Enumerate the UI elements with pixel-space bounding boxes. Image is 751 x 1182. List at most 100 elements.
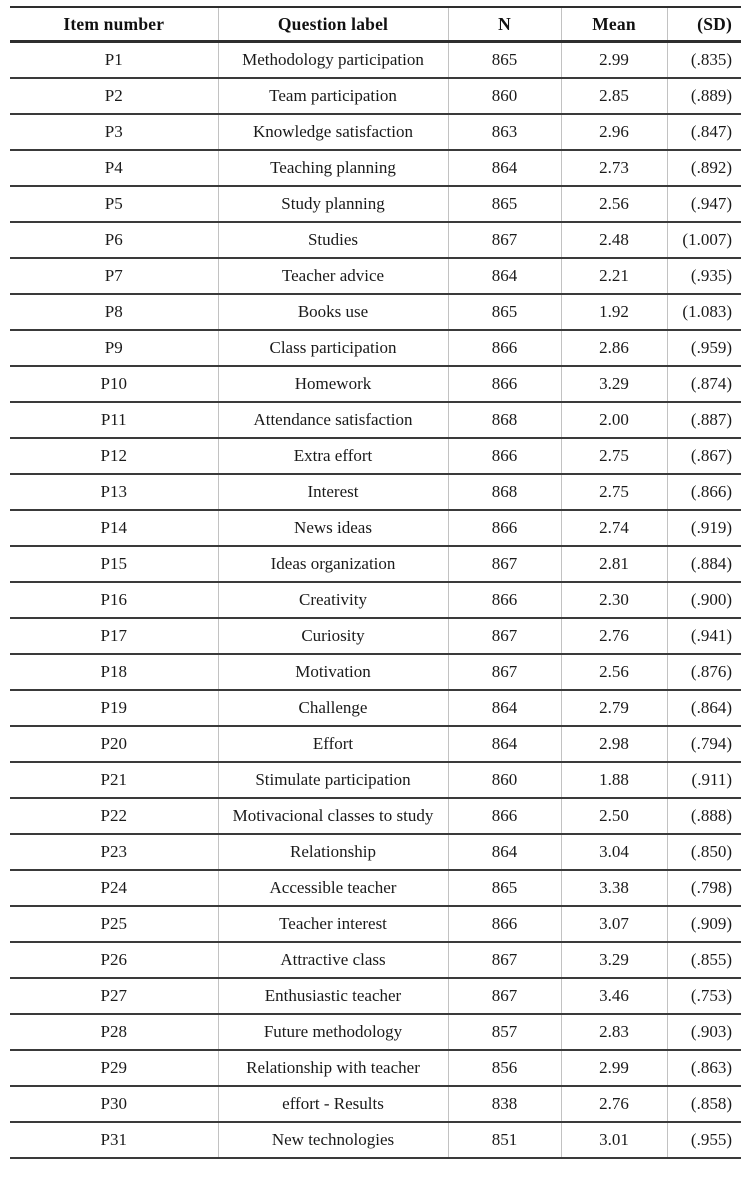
item-number-cell: P11 (10, 402, 219, 439)
mean-cell: 2.96 (561, 114, 668, 151)
question-label-cell: Relationship with teacher (218, 1050, 449, 1087)
table-row: P15 Ideas organization 867 2.81 (.884) (10, 546, 741, 583)
sd-cell: (.959) (667, 330, 741, 367)
table-header: Item number Question label N Mean (SD) (10, 6, 741, 43)
item-number-cell: P1 (10, 41, 219, 79)
table-row: P3 Knowledge satisfaction 863 2.96 (.847… (10, 114, 741, 151)
column-header-question-label: Question label (218, 6, 449, 43)
question-label-cell: Attendance satisfaction (218, 402, 449, 439)
n-cell: 866 (448, 438, 562, 475)
mean-cell: 3.29 (561, 942, 668, 979)
mean-cell: 2.30 (561, 582, 668, 619)
sd-cell: (.874) (667, 366, 741, 403)
sd-cell: (.947) (667, 186, 741, 223)
item-number-cell: P10 (10, 366, 219, 403)
item-number-cell: P8 (10, 294, 219, 331)
mean-cell: 1.92 (561, 294, 668, 331)
mean-cell: 2.56 (561, 654, 668, 691)
table-row: P25 Teacher interest 866 3.07 (.909) (10, 906, 741, 943)
mean-cell: 2.74 (561, 510, 668, 547)
question-label-cell: effort - Results (218, 1086, 449, 1123)
n-cell: 867 (448, 618, 562, 655)
n-cell: 867 (448, 222, 562, 259)
question-label-cell: Teaching planning (218, 150, 449, 187)
table-row: P6 Studies 867 2.48 (1.007) (10, 222, 741, 259)
table-row: P22 Motivacional classes to study 866 2.… (10, 798, 741, 835)
table-row: P1 Methodology participation 865 2.99 (.… (10, 41, 741, 79)
question-label-cell: Enthusiastic teacher (218, 978, 449, 1015)
question-label-cell: News ideas (218, 510, 449, 547)
n-cell: 857 (448, 1014, 562, 1051)
question-label-cell: Motivation (218, 654, 449, 691)
table-row: P13 Interest 868 2.75 (.866) (10, 474, 741, 511)
sd-cell: (.884) (667, 546, 741, 583)
table-row: P26 Attractive class 867 3.29 (.855) (10, 942, 741, 979)
item-number-cell: P28 (10, 1014, 219, 1051)
n-cell: 866 (448, 798, 562, 835)
header-row: Item number Question label N Mean (SD) (10, 6, 741, 43)
mean-cell: 3.04 (561, 834, 668, 871)
mean-cell: 2.75 (561, 438, 668, 475)
column-header-n: N (448, 6, 562, 43)
mean-cell: 1.88 (561, 762, 668, 799)
n-cell: 865 (448, 294, 562, 331)
mean-cell: 3.46 (561, 978, 668, 1015)
item-number-cell: P2 (10, 78, 219, 115)
mean-cell: 2.50 (561, 798, 668, 835)
n-cell: 865 (448, 870, 562, 907)
mean-cell: 3.29 (561, 366, 668, 403)
mean-cell: 2.83 (561, 1014, 668, 1051)
table-row: P18 Motivation 867 2.56 (.876) (10, 654, 741, 691)
n-cell: 868 (448, 474, 562, 511)
n-cell: 866 (448, 330, 562, 367)
n-cell: 851 (448, 1122, 562, 1159)
table-row: P7 Teacher advice 864 2.21 (.935) (10, 258, 741, 295)
question-label-cell: Ideas organization (218, 546, 449, 583)
table-row: P29 Relationship with teacher 856 2.99 (… (10, 1050, 741, 1087)
sd-cell: (.847) (667, 114, 741, 151)
table-row: P21 Stimulate participation 860 1.88 (.9… (10, 762, 741, 799)
sd-cell: (.909) (667, 906, 741, 943)
sd-cell: (1.083) (667, 294, 741, 331)
table-row: P30 effort - Results 838 2.76 (.858) (10, 1086, 741, 1123)
n-cell: 867 (448, 546, 562, 583)
n-cell: 860 (448, 762, 562, 799)
question-label-cell: Relationship (218, 834, 449, 871)
table-row: P24 Accessible teacher 865 3.38 (.798) (10, 870, 741, 907)
item-number-cell: P14 (10, 510, 219, 547)
question-label-cell: Methodology participation (218, 41, 449, 79)
item-number-cell: P31 (10, 1122, 219, 1159)
n-cell: 867 (448, 654, 562, 691)
question-label-cell: Books use (218, 294, 449, 331)
item-number-cell: P29 (10, 1050, 219, 1087)
sd-cell: (.888) (667, 798, 741, 835)
item-number-cell: P13 (10, 474, 219, 511)
mean-cell: 2.56 (561, 186, 668, 223)
table-row: P11 Attendance satisfaction 868 2.00 (.8… (10, 402, 741, 439)
sd-cell: (.835) (667, 41, 741, 79)
question-label-cell: Team participation (218, 78, 449, 115)
table-row: P23 Relationship 864 3.04 (.850) (10, 834, 741, 871)
sd-cell: (.850) (667, 834, 741, 871)
item-number-cell: P23 (10, 834, 219, 871)
item-number-cell: P21 (10, 762, 219, 799)
item-number-cell: P15 (10, 546, 219, 583)
table-row: P20 Effort 864 2.98 (.794) (10, 726, 741, 763)
mean-cell: 2.86 (561, 330, 668, 367)
sd-cell: (.935) (667, 258, 741, 295)
sd-cell: (.864) (667, 690, 741, 727)
sd-cell: (.753) (667, 978, 741, 1015)
item-number-cell: P26 (10, 942, 219, 979)
column-header-item-number: Item number (10, 6, 219, 43)
table-row: P19 Challenge 864 2.79 (.864) (10, 690, 741, 727)
table-row: P8 Books use 865 1.92 (1.083) (10, 294, 741, 331)
item-number-cell: P30 (10, 1086, 219, 1123)
sd-cell: (.794) (667, 726, 741, 763)
sd-cell: (.892) (667, 150, 741, 187)
mean-cell: 3.07 (561, 906, 668, 943)
n-cell: 868 (448, 402, 562, 439)
item-number-cell: P6 (10, 222, 219, 259)
sd-cell: (.876) (667, 654, 741, 691)
mean-cell: 2.21 (561, 258, 668, 295)
item-number-cell: P18 (10, 654, 219, 691)
